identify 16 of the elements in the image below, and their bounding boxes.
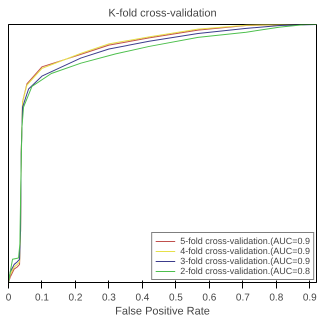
x-tick-label: 0.2 — [68, 292, 83, 304]
legend-label: 4-fold cross-validation.(AUC=0.9 — [180, 246, 310, 256]
x-tick-label: 0.1 — [35, 292, 50, 304]
legend-label: 3-fold cross-validation.(AUC=0.9 — [180, 256, 310, 266]
x-tick-label: 0.9 — [302, 292, 318, 304]
x-tick-label: 0.5 — [168, 292, 184, 304]
x-tick-label: 0 — [6, 292, 12, 304]
x-tick-label: 0.3 — [102, 292, 116, 304]
legend-label: 5-fold cross-validation.(AUC=0.9 — [180, 236, 310, 246]
x-tick-label: 0.4 — [135, 292, 150, 304]
x-tick-label: 0.8 — [269, 292, 284, 304]
x-axis-title: False Positive Rate — [115, 306, 210, 318]
chart-title: K-fold cross-validation — [108, 8, 217, 20]
x-tick-label: 0.6 — [202, 292, 217, 304]
legend-label: 2-fold cross-validation.(AUC=0.8 — [180, 266, 310, 276]
x-tick-label: 0.7 — [236, 292, 250, 304]
